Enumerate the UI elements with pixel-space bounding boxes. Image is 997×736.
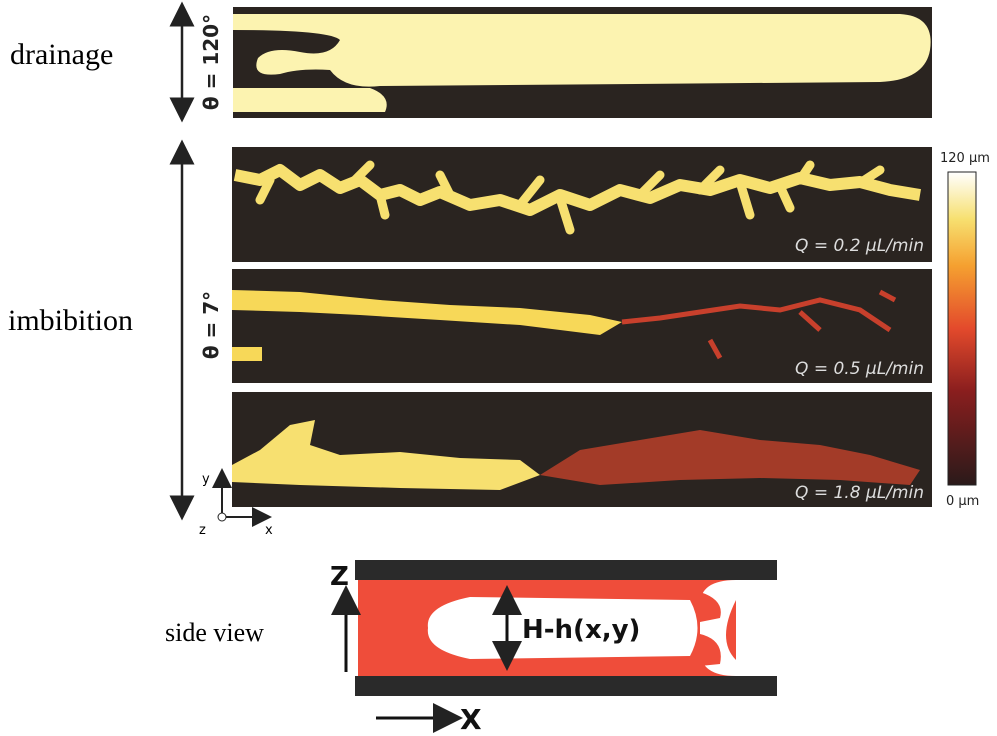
rate-label: Q = 1.8 μL/min (795, 483, 924, 503)
gap-label: H-h(x,y) (522, 615, 640, 645)
axis-label: x (265, 523, 273, 538)
axis-label: Z (330, 562, 349, 592)
fluid-region (233, 14, 931, 87)
colorbar-label: 120 μm (940, 151, 990, 166)
rate-label: Q = 0.2 μL/min (795, 236, 924, 256)
row-label: drainage (10, 38, 113, 71)
fluid-region (232, 347, 262, 361)
axis-origin (218, 513, 226, 521)
axis-label: y (202, 472, 210, 487)
angle-label: θ = 120° (199, 14, 223, 110)
angle-label: θ = 7° (199, 291, 223, 359)
row-label: imbibition (8, 304, 133, 337)
rate-label: Q = 0.5 μL/min (795, 359, 924, 379)
axis-label: X (460, 703, 482, 736)
colorbar-label: 0 μm (946, 494, 979, 509)
wall (355, 560, 777, 580)
axis-label: z (199, 523, 206, 538)
colorbar (948, 172, 976, 485)
wall (355, 676, 777, 696)
figure: drainage θ = 120° imbibition θ = 7° Q = … (0, 0, 997, 736)
row-label: side view (165, 618, 264, 647)
fluid-region (233, 88, 387, 112)
